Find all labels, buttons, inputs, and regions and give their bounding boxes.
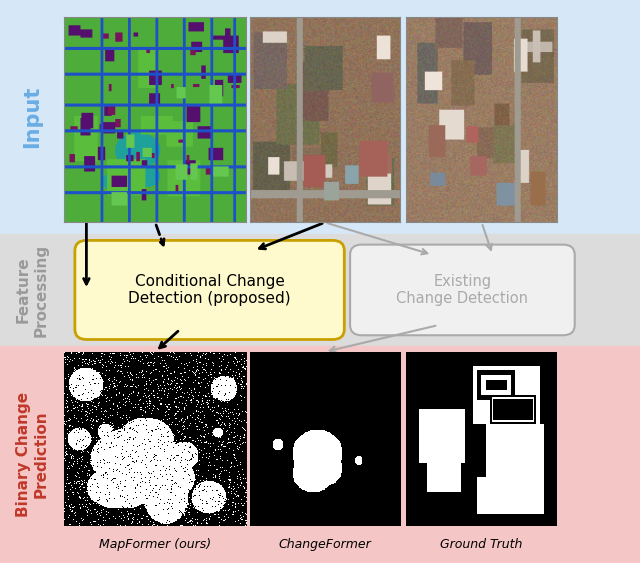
Text: MapFormer (ours): MapFormer (ours) (99, 538, 211, 551)
Text: ChangeFormer: ChangeFormer (278, 538, 371, 551)
Text: Conditional Change
Detection (proposed): Conditional Change Detection (proposed) (128, 274, 291, 306)
Bar (0, 0, 640, 234)
Text: Input: Input (22, 86, 42, 148)
Text: Binary Change
Prediction: Binary Change Prediction (16, 392, 48, 517)
FancyBboxPatch shape (75, 240, 344, 339)
Text: Feature
Processing: Feature Processing (16, 243, 48, 337)
Text: Existing
Change Detection: Existing Change Detection (396, 274, 529, 306)
Bar (0, 234, 640, 346)
Text: Ground Truth: Ground Truth (440, 538, 523, 551)
FancyBboxPatch shape (350, 244, 575, 335)
Bar (0, 346, 640, 563)
